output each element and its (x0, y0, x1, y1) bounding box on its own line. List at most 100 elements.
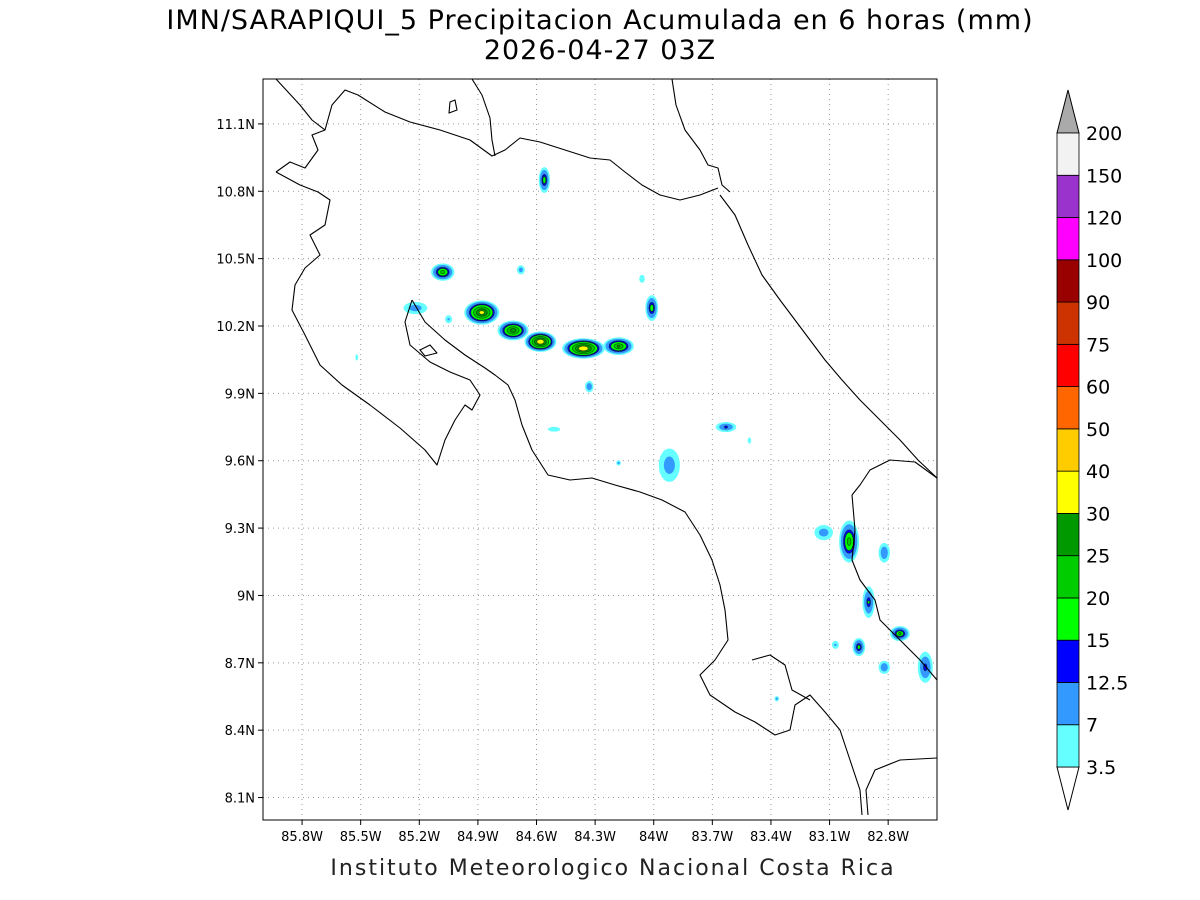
colorbar-swatch (1056, 597, 1080, 641)
colorbar: 3.5 7 12.5 15 20 25 30 40 50 60 75 90 100 120 150 200 (1056, 89, 1128, 811)
precip-cell (524, 331, 557, 352)
lon-tick-label: 82.8W (867, 830, 909, 845)
colorbar-swatch (1056, 682, 1080, 726)
colorbar-swatch (1056, 470, 1080, 514)
map-title: IMN/SARAPIQUI_5 Precipitacion Acumulada … (166, 5, 1034, 36)
precip-contour-20 (440, 270, 446, 275)
precip-contour-7 (775, 697, 779, 700)
lon-tick-label: 84.9W (457, 830, 499, 845)
precip-cell (547, 426, 561, 432)
precip-contour-25 (509, 328, 517, 333)
island-gulf-nicoya (419, 344, 438, 357)
coastline-caribbean-costa-rica (719, 194, 937, 479)
precip-contour-7 (447, 317, 450, 321)
colorbar-swatch (1056, 343, 1080, 388)
map-valid-time: 2026-04-27 03Z (483, 35, 717, 66)
colorbar-label: 7 (1086, 715, 1098, 737)
precip-cell (878, 660, 890, 674)
precip-contour-12_5 (724, 425, 728, 429)
lon-tick-label: 85.8W (281, 830, 323, 845)
colorbar-label: 12.5 (1086, 672, 1128, 694)
precip-contour-7 (409, 304, 422, 312)
colorbar-swatch (1056, 513, 1080, 557)
precip-contour-7 (518, 267, 523, 273)
precip-cell (603, 337, 634, 356)
map-background (263, 79, 937, 820)
coastline-layer (275, 79, 937, 816)
coastline-osa-peninsula (751, 654, 811, 701)
colorbar-swatch (1056, 301, 1080, 345)
precip-cell (852, 638, 866, 657)
colorbar-label: 75 (1086, 334, 1110, 356)
precip-contour-3_5 (639, 274, 645, 283)
colorbar-swatch (1056, 174, 1080, 218)
lat-tick-label: 10.5N (216, 253, 255, 268)
precip-cell (839, 520, 860, 563)
precip-cell (616, 460, 621, 466)
precip-contour-15 (542, 176, 547, 185)
colorbar-swatch (1056, 259, 1080, 303)
lat-tick-label: 10.8N (216, 185, 255, 200)
colorbar-swatch (1056, 386, 1080, 430)
colorbar-label: 100 (1086, 250, 1122, 272)
lon-tick-label: 85.2W (398, 830, 440, 845)
precip-cell (355, 354, 359, 361)
precip-contour-7 (880, 663, 888, 672)
lon-tick-label: 85.5W (340, 830, 382, 845)
colorbar-swatch (1056, 217, 1080, 261)
precip-cell (403, 301, 428, 315)
precip-cell (862, 586, 875, 619)
colorbar-label: 200 (1086, 123, 1122, 145)
precip-cell (878, 542, 890, 563)
colorbar-extend-top (1056, 89, 1080, 134)
precip-contour-7 (818, 528, 829, 537)
map-frame (262, 78, 938, 821)
precip-cell (814, 524, 833, 541)
precip-contour-30 (536, 339, 545, 345)
coastline-gulf-nicoya (411, 299, 863, 816)
colorbar-swatch (1056, 428, 1080, 472)
precip-contour-20 (898, 632, 902, 636)
colorbar-swatch (1056, 555, 1080, 599)
precip-cell (774, 696, 780, 702)
precip-contour-7 (663, 456, 675, 474)
lat-tick-label: 11.1N (216, 118, 255, 133)
precip-contour-3_5 (747, 437, 752, 444)
longitude-tick-labels: 85.8W 85.5W 85.2W 84.9W 84.6W 84.3W 84W 83.7W 83… (281, 830, 909, 845)
credit-text: Instituto Meteorologico Nacional Costa R… (330, 856, 896, 881)
colorbar-swatch (1056, 639, 1080, 683)
precip-cell (431, 263, 455, 281)
coastline-bocas-del-toro (851, 459, 937, 496)
lon-tick-label: 84.3W (574, 830, 616, 845)
lat-tick-label: 8.4N (225, 724, 255, 739)
precip-contour-3_5 (547, 426, 561, 432)
precip-cell (516, 265, 525, 275)
precip-cell (747, 437, 752, 444)
precip-cell (464, 300, 500, 325)
colorbar-swatch (1056, 724, 1080, 768)
coastline-panama-pacific (865, 757, 937, 816)
lon-tick-label: 83.1W (809, 830, 851, 845)
precip-cell (917, 651, 933, 683)
precip-cell (639, 274, 645, 283)
lon-tick-label: 83.7W (691, 830, 733, 845)
colorbar-label: 20 (1086, 588, 1110, 610)
precip-contour-7 (586, 383, 592, 391)
colorbar-label: 150 (1086, 165, 1122, 187)
precip-contour-7 (880, 546, 888, 559)
precip-contour-15 (867, 600, 871, 605)
border-nicaragua-nicaragua-east (671, 79, 731, 193)
precip-contour-15 (857, 644, 861, 650)
coastline-pacific-north (275, 129, 481, 466)
colorbar-extend-bottom (1056, 766, 1080, 811)
precip-contour-15 (649, 304, 654, 313)
precip-contour-20 (846, 537, 852, 546)
lon-tick-label: 83.4W (750, 830, 792, 845)
colorbar-label: 25 (1086, 546, 1110, 568)
map-gridlines (258, 79, 937, 825)
coastline-caribbean-nicaragua-north (471, 79, 496, 157)
colorbar-label: 60 (1086, 377, 1110, 399)
lat-tick-label: 9N (237, 589, 255, 604)
lon-tick-label: 84.6W (516, 830, 558, 845)
